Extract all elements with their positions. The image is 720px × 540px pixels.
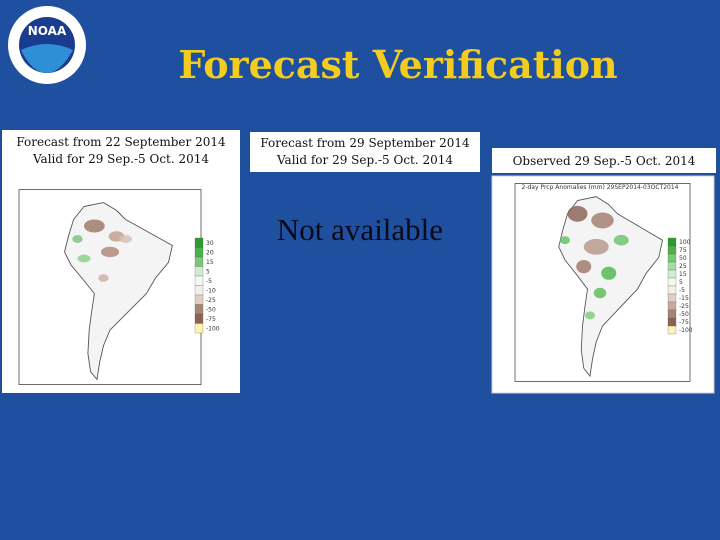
legend-swatch	[667, 301, 677, 311]
legend-swatch	[194, 247, 204, 258]
legend-swatch	[667, 317, 677, 327]
legend-label: -25	[679, 303, 689, 310]
anomaly-area	[98, 274, 109, 282]
legend-label: -25	[206, 297, 216, 304]
panel-label: Forecast from 29 September 2014	[260, 136, 470, 150]
maps: 3020155-5-10-25-50-75-100100755025155-5-…	[18, 183, 693, 385]
panel-label: Forecast from 22 September 2014	[16, 135, 226, 149]
label-box	[2, 130, 240, 172]
not-available: Not available	[277, 212, 443, 247]
legend-swatch	[667, 285, 677, 295]
anomaly-area	[613, 234, 629, 246]
label-box	[250, 132, 480, 172]
anomaly-area	[84, 219, 105, 233]
anomaly-area	[119, 235, 133, 243]
anomaly-area	[100, 246, 120, 258]
anomaly-area	[591, 212, 614, 229]
legend-label: -15	[679, 295, 689, 302]
anomaly-area	[601, 266, 617, 280]
panel-label: Valid for 29 Sep.-5 Oct. 2014	[32, 152, 209, 166]
anomaly-area	[560, 236, 570, 245]
legend-label: 25	[679, 263, 687, 270]
noaa-logo: NOAA	[8, 6, 86, 84]
legend-swatch	[194, 266, 204, 277]
legend-swatch	[194, 285, 204, 296]
map-title: 2-day Prcp Anomalies (mm) 29SEP2014-03OC…	[522, 184, 679, 191]
anomaly-area	[576, 260, 592, 274]
anomaly-area	[72, 235, 83, 243]
legend-label: -5	[206, 278, 212, 285]
panel-label: Observed 29 Sep.-5 Oct. 2014	[513, 154, 696, 168]
south-america-map	[18, 189, 202, 385]
legend-label: 30	[206, 240, 214, 247]
south-america-map	[514, 183, 691, 382]
legend-label: -5	[679, 287, 685, 294]
legend-swatch	[667, 325, 677, 335]
legend-label: 100	[679, 239, 691, 246]
legend-swatch	[194, 313, 204, 324]
legend-swatch	[667, 309, 677, 319]
legend-label: 15	[679, 271, 687, 278]
slide-title: Forecast Verification	[178, 42, 617, 87]
legend-swatch	[194, 294, 204, 305]
logo-text: NOAA	[28, 24, 67, 38]
logo-wave	[21, 44, 73, 73]
legend-swatch	[194, 237, 204, 248]
legend-label: 20	[206, 249, 214, 256]
legend-swatch	[194, 256, 204, 267]
legend-label: -50	[679, 311, 689, 318]
legend-label: 75	[679, 247, 687, 254]
legend-swatch	[667, 269, 677, 279]
anomaly-area	[77, 254, 91, 263]
anomaly-area	[585, 311, 595, 320]
legend-swatch	[667, 261, 677, 271]
panel-label: Valid for 29 Sep.-5 Oct. 2014	[276, 153, 453, 167]
legend-swatch	[667, 293, 677, 303]
continent	[64, 202, 173, 381]
legend-swatch	[194, 275, 204, 286]
anomaly-area	[593, 287, 607, 299]
continent	[558, 196, 664, 378]
legend-swatch	[667, 277, 677, 287]
legend-swatch	[194, 304, 204, 315]
legend-label: 15	[206, 259, 214, 266]
legend-label: -100	[679, 327, 693, 334]
legend-swatch	[667, 245, 677, 255]
legend-label: -75	[206, 316, 216, 323]
legend-label: -10	[206, 287, 216, 294]
legend-label: -50	[206, 306, 216, 313]
legend-swatch	[194, 323, 204, 334]
anomaly-area	[583, 238, 609, 255]
legend-swatch	[667, 237, 677, 247]
anomaly-area	[567, 205, 588, 222]
legend-label: 5	[679, 279, 683, 286]
legend-label: 5	[206, 268, 210, 275]
legend-label: -75	[679, 319, 689, 326]
legend-label: 50	[679, 255, 687, 262]
legend-swatch	[667, 253, 677, 263]
map-frame	[514, 183, 691, 382]
legend-label: -100	[206, 325, 220, 332]
label-box	[492, 148, 716, 173]
